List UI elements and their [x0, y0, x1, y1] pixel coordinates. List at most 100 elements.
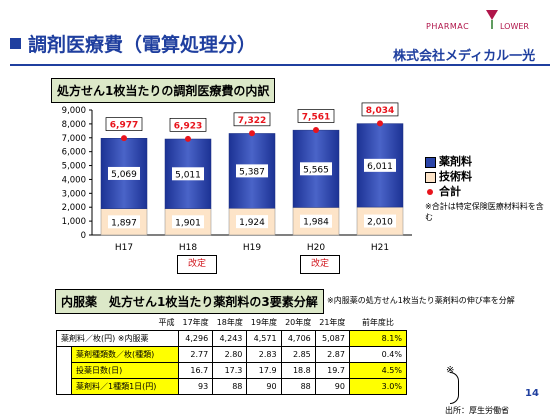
table-cell: 2.87	[314, 346, 350, 363]
page-title: 調剤医療費（電算処理分）	[28, 34, 257, 56]
table-row: 薬剤料／枚(円) ※内服薬 4,296 4,243 4,571 4,706 5,…	[56, 330, 407, 347]
table-row: 投薬日数(日) 16.7 17.3 17.9 18.8 19.7 4.5%	[56, 362, 407, 379]
legend-swatch-tech	[425, 172, 436, 183]
table-row: 薬剤料／1種類1日(円) 93 88 90 88 90 3.0%	[56, 378, 407, 395]
table-cell: 5,087	[314, 330, 350, 347]
total-label-box	[361, 102, 399, 117]
header-year: 21年度	[315, 315, 350, 331]
drug-value-label: 6,011	[367, 162, 393, 172]
legend-label-drug: 薬剤料	[439, 155, 472, 168]
table-cell: 16.7	[177, 362, 214, 379]
legend-label-total: 合計	[439, 185, 461, 198]
table-cell: 4,243	[212, 330, 248, 347]
legend-marker-total	[427, 189, 433, 195]
table-cell: 4,571	[246, 330, 282, 347]
header-rate: 前年度比	[349, 315, 407, 331]
total-value-label: 7,561	[302, 112, 330, 122]
total-marker	[249, 130, 255, 137]
total-value-label: 6,977	[110, 121, 138, 131]
total-marker	[313, 126, 319, 133]
tech-label-bg	[364, 214, 396, 228]
tech-value-label: 1,924	[239, 218, 265, 228]
pharmacy-flower-logo: PHARMAC LOWER	[426, 6, 546, 44]
tech-value-label: 2,010	[367, 218, 393, 228]
rate-cell: 8.1%	[348, 330, 407, 347]
tech-label-bg	[172, 215, 204, 229]
x-tick-label: H18	[179, 243, 197, 253]
table-cell: 93	[177, 378, 214, 395]
section-note: ※内服薬の処方せん1枚当たり薬剤料の伸び率を分解	[327, 296, 515, 305]
indent-cell	[56, 378, 72, 395]
revision-label-h20: 改定	[300, 255, 340, 274]
tech-value-label: 1,897	[111, 218, 137, 228]
logo-text-right: LOWER	[500, 22, 529, 31]
tech-value-label: 1,984	[303, 218, 329, 228]
y-tick-label: 9,000	[62, 106, 86, 116]
legend-item-tech: 技術料	[425, 169, 545, 184]
table-cell: 19.7	[314, 362, 350, 379]
section-title-breakdown: 処方せん1枚当たりの調剤医療費の内訳	[51, 78, 276, 103]
tech-label-bg	[236, 215, 268, 229]
indent-cell	[56, 362, 72, 379]
table-cell: 88	[212, 378, 248, 395]
title-bullet	[10, 38, 21, 49]
drug-cost-table: 平成 17年度 18年度 19年度 20年度 21年度 前年度比 薬剤料／枚(円…	[56, 315, 407, 395]
total-label-box	[233, 112, 271, 127]
total-label-box	[297, 109, 335, 123]
legend-swatch-drug	[425, 157, 436, 168]
y-tick-label: 8,000	[62, 120, 86, 130]
x-tick-label: H21	[371, 243, 389, 253]
header-year: 18年度	[212, 315, 247, 331]
revision-label-h18: 改定	[177, 255, 217, 274]
table-cell: 2.85	[280, 346, 316, 363]
total-label-box	[105, 117, 143, 131]
table-cell: 17.9	[246, 362, 282, 379]
table-cell: 2.77	[177, 346, 214, 363]
chart-legend: 薬剤料 技術料 合計 ※合計は特定保険医療材料料を含む	[425, 154, 545, 223]
table-cell: 2.80	[212, 346, 248, 363]
drug-value-label: 5,387	[239, 167, 265, 177]
rate-cell: 4.5%	[348, 362, 407, 379]
product-bracket	[450, 372, 459, 404]
tech-value-label: 1,901	[175, 218, 201, 228]
section-title-decomposition: 内服薬 処方せん1枚当たり薬剤料の3要素分解	[55, 289, 324, 314]
table-cell: 18.8	[280, 362, 316, 379]
table-header-row: 平成 17年度 18年度 19年度 20年度 21年度 前年度比	[56, 315, 407, 331]
header-rule	[10, 64, 550, 66]
company-name: 株式会社メディカル一光	[393, 49, 536, 64]
total-label-box	[169, 117, 207, 132]
drug-value-label: 5,069	[111, 170, 137, 180]
drug-label-bg	[300, 162, 332, 176]
legend-label-tech: 技術料	[439, 170, 472, 183]
row-label: 薬剤料／枚(円) ※内服薬	[56, 330, 179, 347]
y-tick-label: 4,000	[62, 175, 86, 185]
header-year: 19年度	[246, 315, 282, 331]
total-marker	[121, 135, 127, 142]
row-label: 薬剤料／1種類1日(円)	[71, 378, 179, 395]
y-tick-label: 5,000	[62, 162, 86, 172]
table-cell: 88	[280, 378, 316, 395]
row-label: 投薬日数(日)	[71, 362, 179, 379]
table-cell: 2.83	[246, 346, 282, 363]
indent-cell	[56, 346, 72, 363]
drug-label-bg	[364, 158, 396, 172]
table-cell: 4,296	[177, 330, 214, 347]
y-tick-label: 0	[81, 231, 86, 241]
table-row: 薬剤種類数／枚(種類) 2.77 2.80 2.83 2.85 2.87 0.4…	[56, 346, 407, 363]
table-cell: 17.3	[212, 362, 248, 379]
x-tick-label: H20	[307, 243, 325, 253]
logo-text-left: PHARMAC	[426, 22, 470, 31]
total-value-label: 7,322	[238, 116, 266, 126]
table-cell: 4,706	[280, 330, 316, 347]
drug-value-label: 5,011	[175, 170, 201, 180]
x-tick-label: H17	[115, 243, 133, 253]
header-year: 17年度	[178, 315, 213, 331]
y-tick-label: 7,000	[62, 134, 86, 144]
header-era: 平成	[56, 315, 179, 331]
page-number: 14	[525, 388, 539, 399]
y-tick-label: 3,000	[62, 189, 86, 199]
total-value-label: 6,923	[174, 121, 202, 131]
drug-value-label: 5,565	[303, 165, 329, 175]
